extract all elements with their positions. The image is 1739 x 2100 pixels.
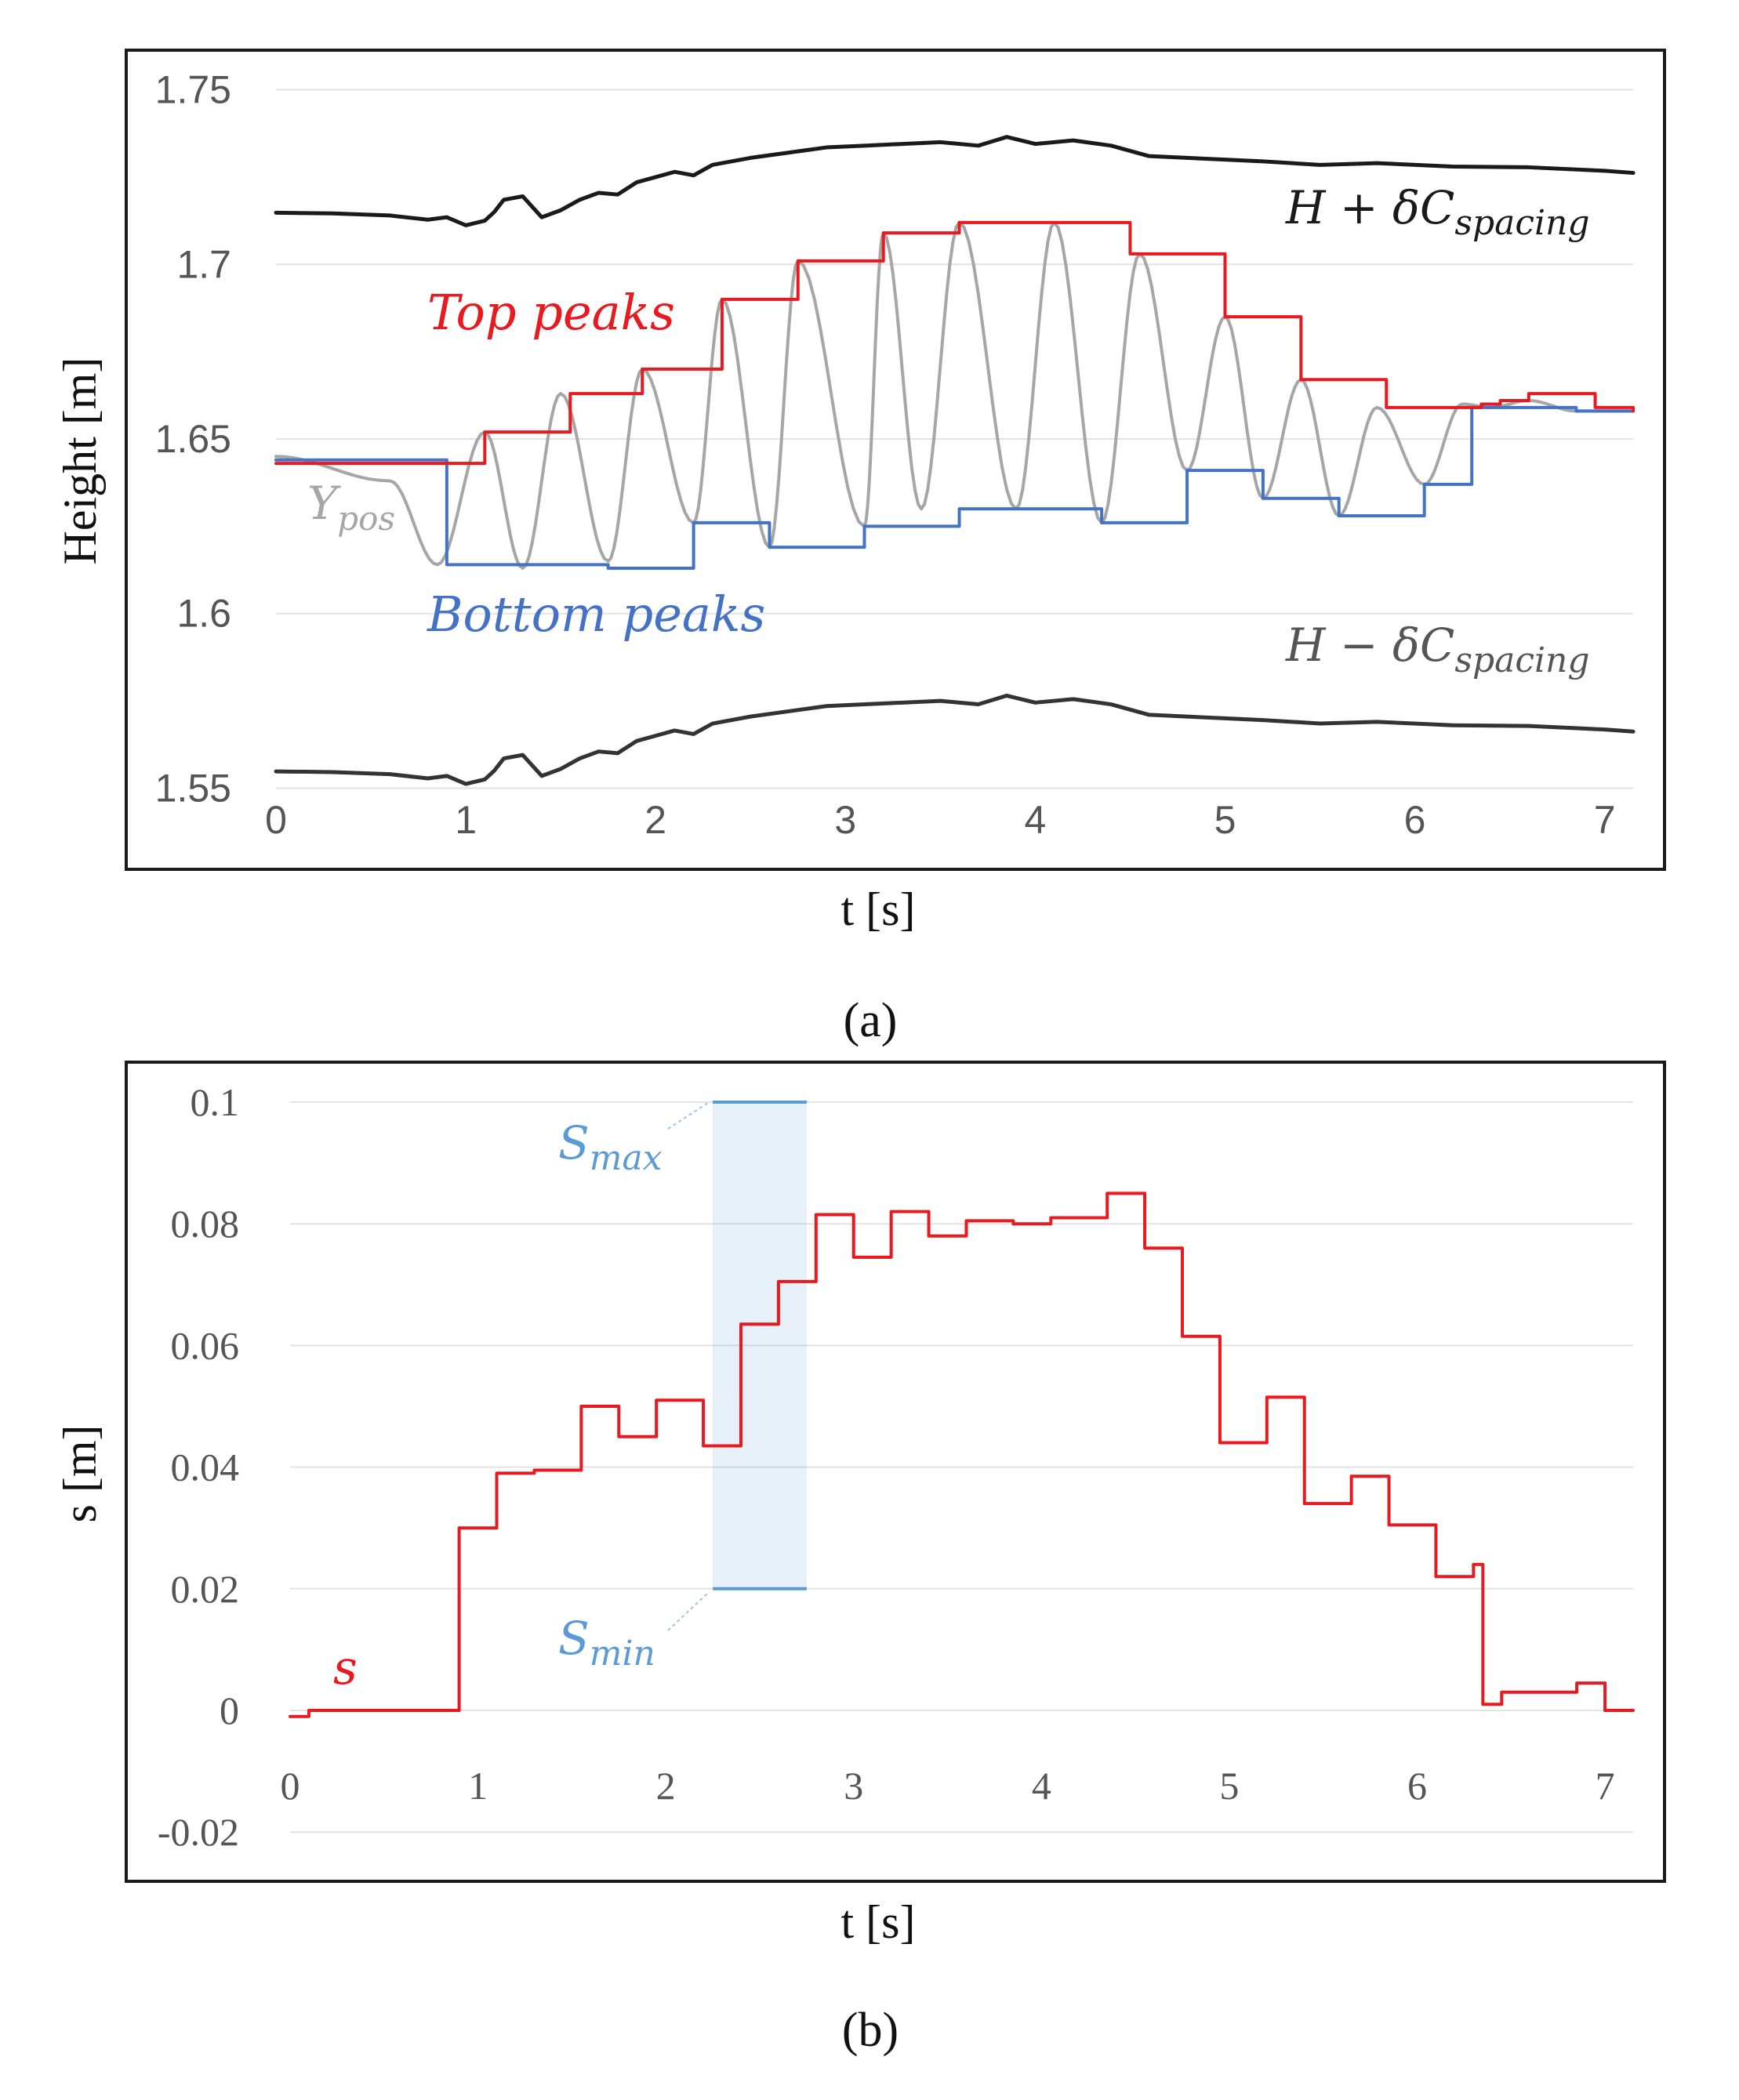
panel-b-x-tick-label: 2 xyxy=(656,1764,676,1808)
panel-a-y-ticks: 1.55 1.6 1.65 1.7 1.75 xyxy=(155,68,231,811)
panel-b-x-tick-label: 5 xyxy=(1219,1764,1239,1808)
panel-a-y-tick-label: 1.7 xyxy=(176,242,231,286)
panel-b-y-tick-label: 0.1 xyxy=(191,1080,240,1124)
panel-a-x-tick-label: 3 xyxy=(834,798,856,842)
panel-b-y-tick-label: -0.02 xyxy=(158,1810,239,1854)
panel-b-y-tick-label: 0.08 xyxy=(171,1202,240,1246)
panel-a-gridlines xyxy=(276,89,1633,789)
panel-a-y-tick-label: 1.55 xyxy=(155,766,231,810)
panel-a-y-tick-label: 1.75 xyxy=(155,68,231,112)
smin-smax-band-fill xyxy=(713,1102,807,1589)
smax-label: Smax xyxy=(558,1116,663,1178)
panel-a-x-tick-label: 4 xyxy=(1024,798,1046,842)
panel-a-x-tick-label: 6 xyxy=(1404,798,1426,842)
panel-b-smin-smax-band xyxy=(713,1101,807,1590)
s-series-line xyxy=(289,1191,1635,1718)
lower-bound-label: H − δCspacing xyxy=(1285,618,1590,680)
s-series-label: s xyxy=(333,1641,358,1696)
panel-b-label: (b) xyxy=(842,2004,899,2057)
panel-b-y-tick-label: 0 xyxy=(220,1688,239,1732)
ypos-label: Ypos xyxy=(307,477,395,538)
panel-b-y-axis-title: s [m] xyxy=(54,1425,106,1523)
upper-bound-label: H + δCspacing xyxy=(1285,181,1590,243)
panel-b-x-tick-label: 4 xyxy=(1032,1764,1051,1808)
panel-a-x-tick-label: 5 xyxy=(1214,798,1236,842)
panel-b-y-ticks: -0.02 0 0.02 0.04 0.06 0.08 0.1 xyxy=(158,1080,239,1854)
panel-a-y-tick-label: 1.65 xyxy=(155,417,231,461)
panel-b-series xyxy=(289,1191,1635,1718)
lower-bound-series-line xyxy=(274,693,1636,786)
panel-b-x-axis-title: t [s] xyxy=(841,1896,916,1948)
panel-a-label: (a) xyxy=(844,994,898,1047)
panel-a-x-tick-label: 2 xyxy=(644,798,666,842)
bottom-peaks-series-line xyxy=(274,405,1635,570)
panel-b-x-tick-label: 1 xyxy=(468,1764,488,1808)
panel-b-frame xyxy=(125,1061,1666,1883)
ypos-series-line xyxy=(274,220,1635,570)
panel-a-series xyxy=(274,135,1636,786)
panel-a-x-tick-label: 0 xyxy=(265,798,287,842)
panel-b-x-ticks: 0 1 2 3 4 5 6 7 xyxy=(281,1764,1615,1808)
panel-b-x-tick-label: 7 xyxy=(1596,1764,1615,1808)
panel-a-x-axis-title: t [s] xyxy=(841,883,916,935)
upper-bound-series-line xyxy=(274,135,1636,227)
smax-leader-line xyxy=(667,1102,709,1130)
panel-a-x-tick-label: 7 xyxy=(1594,798,1616,842)
panel-a-x-ticks: 0 1 2 3 4 5 6 7 xyxy=(265,798,1615,842)
panel-b-x-tick-label: 0 xyxy=(281,1764,300,1808)
smin-label: Smin xyxy=(558,1612,655,1674)
top-peaks-label: Top peaks xyxy=(427,284,675,341)
panel-b-x-tick-label: 3 xyxy=(844,1764,863,1808)
panel-b-y-tick-label: 0.02 xyxy=(171,1567,240,1611)
smin-leader-line xyxy=(667,1592,709,1631)
panel-a-chart: 1.55 1.6 1.65 1.7 1.75 0 1 2 3 4 5 6 7 H + δCspacin… xyxy=(54,49,1666,1047)
panel-b-gridlines xyxy=(290,1101,1633,1833)
panel-b-chart: -0.02 0 0.02 0.04 0.06 0.08 0.1 0 1 2 3 4 5 6 7 s Sma… xyxy=(54,1061,1666,2057)
panel-a-y-tick-label: 1.6 xyxy=(176,592,231,636)
panel-a-y-axis-title: Height [m] xyxy=(54,357,106,565)
bottom-peaks-label: Bottom peaks xyxy=(427,586,765,643)
panel-b-x-tick-label: 6 xyxy=(1407,1764,1427,1808)
top-peaks-series-line xyxy=(274,220,1635,466)
panel-a-x-tick-label: 1 xyxy=(455,798,477,842)
panel-b-y-tick-label: 0.06 xyxy=(171,1323,240,1367)
panel-b-y-tick-label: 0.04 xyxy=(171,1445,240,1489)
